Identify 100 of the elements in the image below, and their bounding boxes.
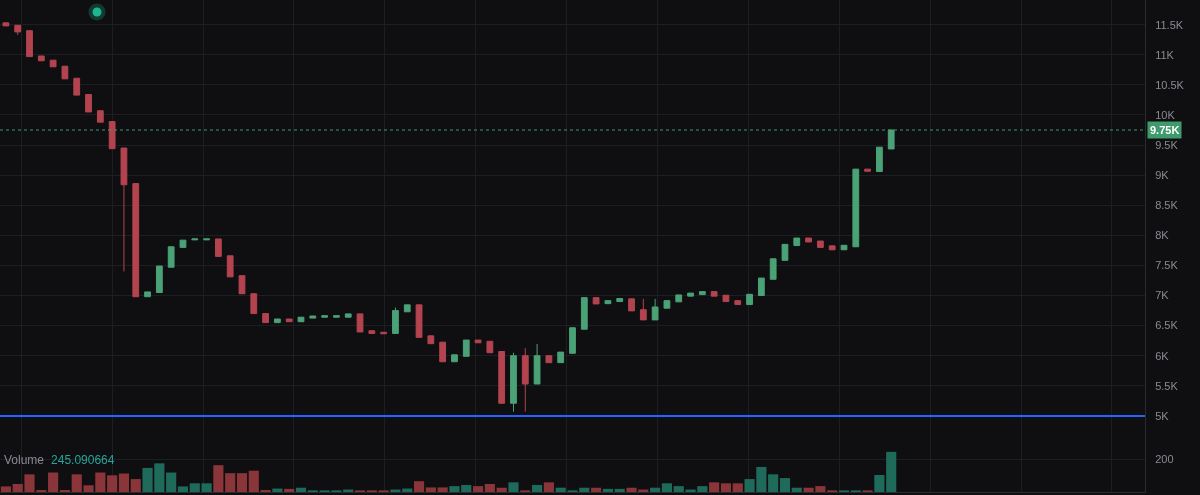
bar	[543, 482, 554, 492]
y-tick-label: 8K	[1155, 229, 1170, 242]
bar	[732, 483, 743, 492]
y-tick-label: 11K	[1155, 48, 1175, 61]
candlestick	[427, 335, 435, 345]
candlestick	[297, 316, 305, 323]
candlestick	[144, 291, 151, 298]
candlestick	[226, 255, 234, 278]
candlestick	[191, 238, 199, 241]
bar	[532, 484, 543, 492]
y-tick-label: 9K	[1155, 169, 1170, 181]
candlestick	[392, 307, 399, 334]
candlestick	[675, 294, 683, 303]
candlestick	[828, 245, 836, 251]
candlestick	[628, 298, 635, 312]
candlestick	[486, 340, 494, 354]
bar	[48, 472, 59, 492]
candlestick	[876, 146, 883, 173]
bar	[166, 472, 177, 492]
bar	[295, 487, 307, 492]
candlestick	[864, 168, 871, 172]
y-tick-label: 5.5K	[1155, 379, 1179, 392]
bar	[189, 483, 200, 492]
bar	[177, 486, 189, 492]
candlestick	[321, 315, 329, 318]
candlestick	[533, 343, 541, 385]
candlestick	[49, 59, 57, 68]
y-tick-label: 200	[1155, 453, 1174, 466]
bar	[225, 473, 236, 492]
candlestick	[238, 275, 246, 295]
candlestick	[769, 258, 777, 280]
y-tick-label: 11.5K	[1155, 18, 1184, 31]
candlestick	[521, 347, 529, 413]
y-tick-label: 7K	[1155, 289, 1170, 302]
candlestick	[604, 300, 612, 305]
candlestick	[852, 168, 860, 248]
bar	[284, 488, 295, 492]
candlestick	[474, 339, 482, 344]
y-tick-label: 6K	[1155, 349, 1170, 362]
candlestick	[403, 304, 411, 313]
candlestick	[498, 351, 506, 404]
bar	[768, 474, 779, 492]
bar	[118, 473, 130, 492]
candlestick	[274, 318, 281, 324]
candlestick	[155, 265, 163, 294]
candlestick	[356, 313, 364, 333]
y-tick-label: 10.5K	[1155, 78, 1185, 91]
bar	[602, 488, 613, 492]
candlestick	[557, 351, 565, 364]
candlestick	[639, 298, 647, 321]
ref-line-label: 9.75K	[1150, 124, 1180, 136]
candlestick	[757, 277, 765, 297]
candlestick	[698, 291, 706, 296]
candlestick	[545, 355, 553, 364]
y-tick-label: 6.5K	[1155, 319, 1179, 332]
candlestick	[120, 147, 128, 272]
candlestick	[451, 354, 458, 363]
candlestick	[262, 313, 269, 324]
candlestick	[85, 94, 92, 113]
bar	[650, 487, 661, 492]
candlestick	[96, 110, 104, 123]
candlestick	[179, 239, 187, 248]
bar	[413, 481, 425, 492]
candlestick	[816, 240, 824, 248]
candlestick	[203, 238, 210, 241]
bar	[591, 487, 602, 492]
candlestick	[415, 304, 423, 338]
annotation: 245.090664	[51, 453, 115, 467]
y-tick-label: 5K	[1155, 409, 1170, 422]
candlestick	[734, 300, 742, 306]
bar	[791, 487, 802, 492]
y-tick-label: 10K	[1155, 108, 1176, 121]
candlestick	[840, 244, 848, 251]
candlestick	[132, 183, 140, 298]
bar	[201, 483, 212, 492]
candlestick	[2, 22, 10, 27]
candlestick	[687, 292, 694, 297]
bar	[886, 451, 897, 492]
bar	[437, 487, 448, 492]
bar	[425, 487, 436, 492]
bar	[874, 474, 885, 492]
bar	[0, 486, 11, 492]
bar	[496, 487, 507, 492]
candlestick	[580, 297, 588, 330]
bar	[709, 482, 720, 492]
candlestick	[746, 293, 753, 306]
candlestick	[462, 339, 470, 357]
bar	[779, 478, 791, 492]
candlestick	[285, 318, 293, 323]
candlestick	[73, 77, 81, 96]
bar	[614, 488, 625, 492]
candlestick	[592, 297, 600, 305]
candlestick	[651, 298, 659, 321]
candlestick	[710, 291, 718, 297]
candlestick	[309, 315, 317, 319]
candlestick	[805, 237, 812, 243]
bar	[720, 483, 732, 492]
candlestick	[793, 237, 801, 247]
bar	[508, 482, 519, 492]
bar	[236, 473, 248, 492]
